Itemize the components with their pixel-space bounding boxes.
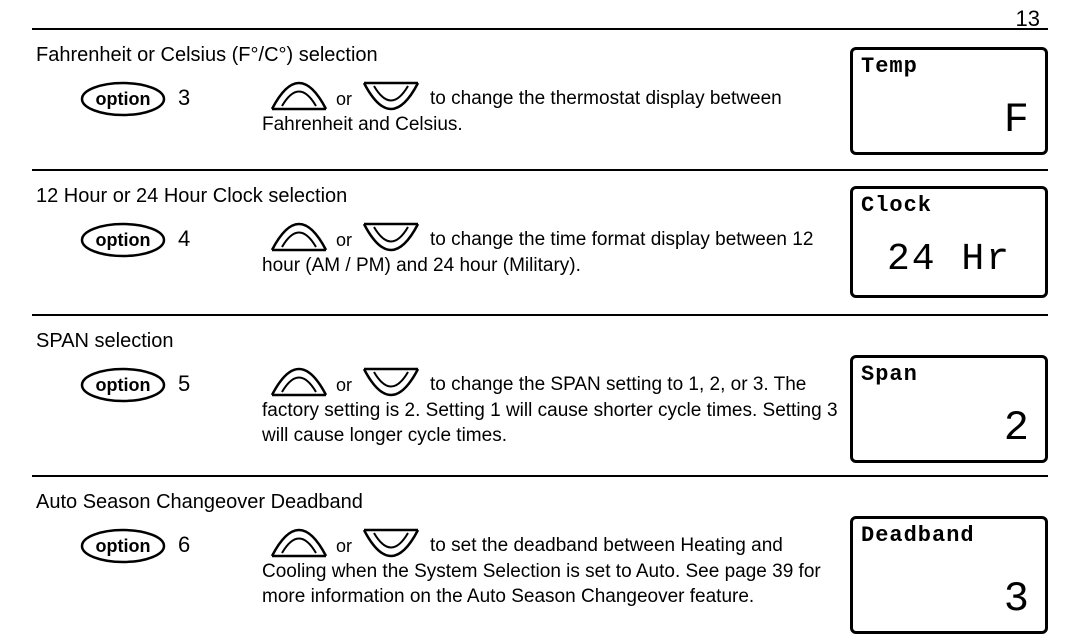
section-deadband: Auto Season Changeover Deadband option 6: [32, 481, 1048, 642]
option-number: 6: [178, 532, 190, 558]
separator: [32, 475, 1048, 477]
or-label: or: [336, 230, 352, 251]
up-arrow-icon: [268, 526, 330, 560]
lcd-display: Deadband 3: [850, 516, 1048, 634]
option-button-label: option: [96, 536, 151, 556]
down-arrow-icon: [360, 220, 422, 254]
lcd-value: 24 Hr: [853, 238, 1045, 281]
option-button-label: option: [96, 89, 151, 109]
lcd-display: Clock 24 Hr: [850, 186, 1048, 298]
separator: [32, 169, 1048, 171]
option-row: option 5 or: [32, 361, 1048, 465]
description-first-line: to set the deadband between Heating and: [430, 534, 840, 559]
up-arrow-icon: [268, 220, 330, 254]
lcd-value: 3: [1004, 575, 1031, 623]
or-label: or: [336, 375, 352, 396]
description-rest: factory setting is 2. Setting 1 will cau…: [262, 399, 840, 448]
down-arrow-icon: [360, 526, 422, 560]
manual-page: 13 Fahrenheit or Celsius (F°/C°) selecti…: [0, 0, 1080, 638]
section-clock-format: 12 Hour or 24 Hour Clock selection optio…: [32, 175, 1048, 314]
or-label: or: [336, 89, 352, 110]
lcd-label: Clock: [861, 193, 932, 218]
up-arrow-icon: [268, 365, 330, 399]
separator: [32, 28, 1048, 30]
lcd-label: Span: [861, 362, 918, 387]
description-first-line: to change the SPAN setting to 1, 2, or 3…: [430, 373, 840, 398]
section-title: SPAN selection: [36, 330, 1048, 353]
lcd-value: 2: [1004, 404, 1031, 452]
section-span: SPAN selection option 5: [32, 320, 1048, 475]
separator: [32, 314, 1048, 316]
option-button-icon: option: [80, 222, 166, 258]
or-label: or: [336, 536, 352, 557]
lcd-value: F: [1004, 96, 1031, 144]
option-button-label: option: [96, 230, 151, 250]
option-button-icon: option: [80, 367, 166, 403]
description-first-line: to change the time format display betwee…: [430, 228, 840, 253]
option-row: option 3 or: [32, 75, 1048, 159]
option-button-icon: option: [80, 81, 166, 117]
option-row: option 4 or: [32, 216, 1048, 304]
up-arrow-icon: [268, 79, 330, 113]
option-number: 4: [178, 226, 190, 252]
section-title: Auto Season Changeover Deadband: [36, 491, 1048, 514]
lcd-display: Span 2: [850, 355, 1048, 463]
down-arrow-icon: [360, 79, 422, 113]
page-content: Fahrenheit or Celsius (F°/C°) selection …: [32, 28, 1048, 642]
option-button-icon: option: [80, 528, 166, 564]
down-arrow-icon: [360, 365, 422, 399]
option-number: 3: [178, 85, 190, 111]
option-number: 5: [178, 371, 190, 397]
option-row: option 6 or: [32, 522, 1048, 632]
section-temp-unit: Fahrenheit or Celsius (F°/C°) selection …: [32, 34, 1048, 169]
description-first-line: to change the thermostat display between: [430, 87, 840, 112]
description-rest: Cooling when the System Selection is set…: [262, 560, 840, 609]
lcd-display: Temp F: [850, 47, 1048, 155]
lcd-label: Temp: [861, 54, 918, 79]
description-rest: Fahrenheit and Celsius.: [262, 113, 840, 138]
lcd-label: Deadband: [861, 523, 975, 548]
description-rest: hour (AM / PM) and 24 hour (Military).: [262, 254, 840, 279]
option-button-label: option: [96, 375, 151, 395]
